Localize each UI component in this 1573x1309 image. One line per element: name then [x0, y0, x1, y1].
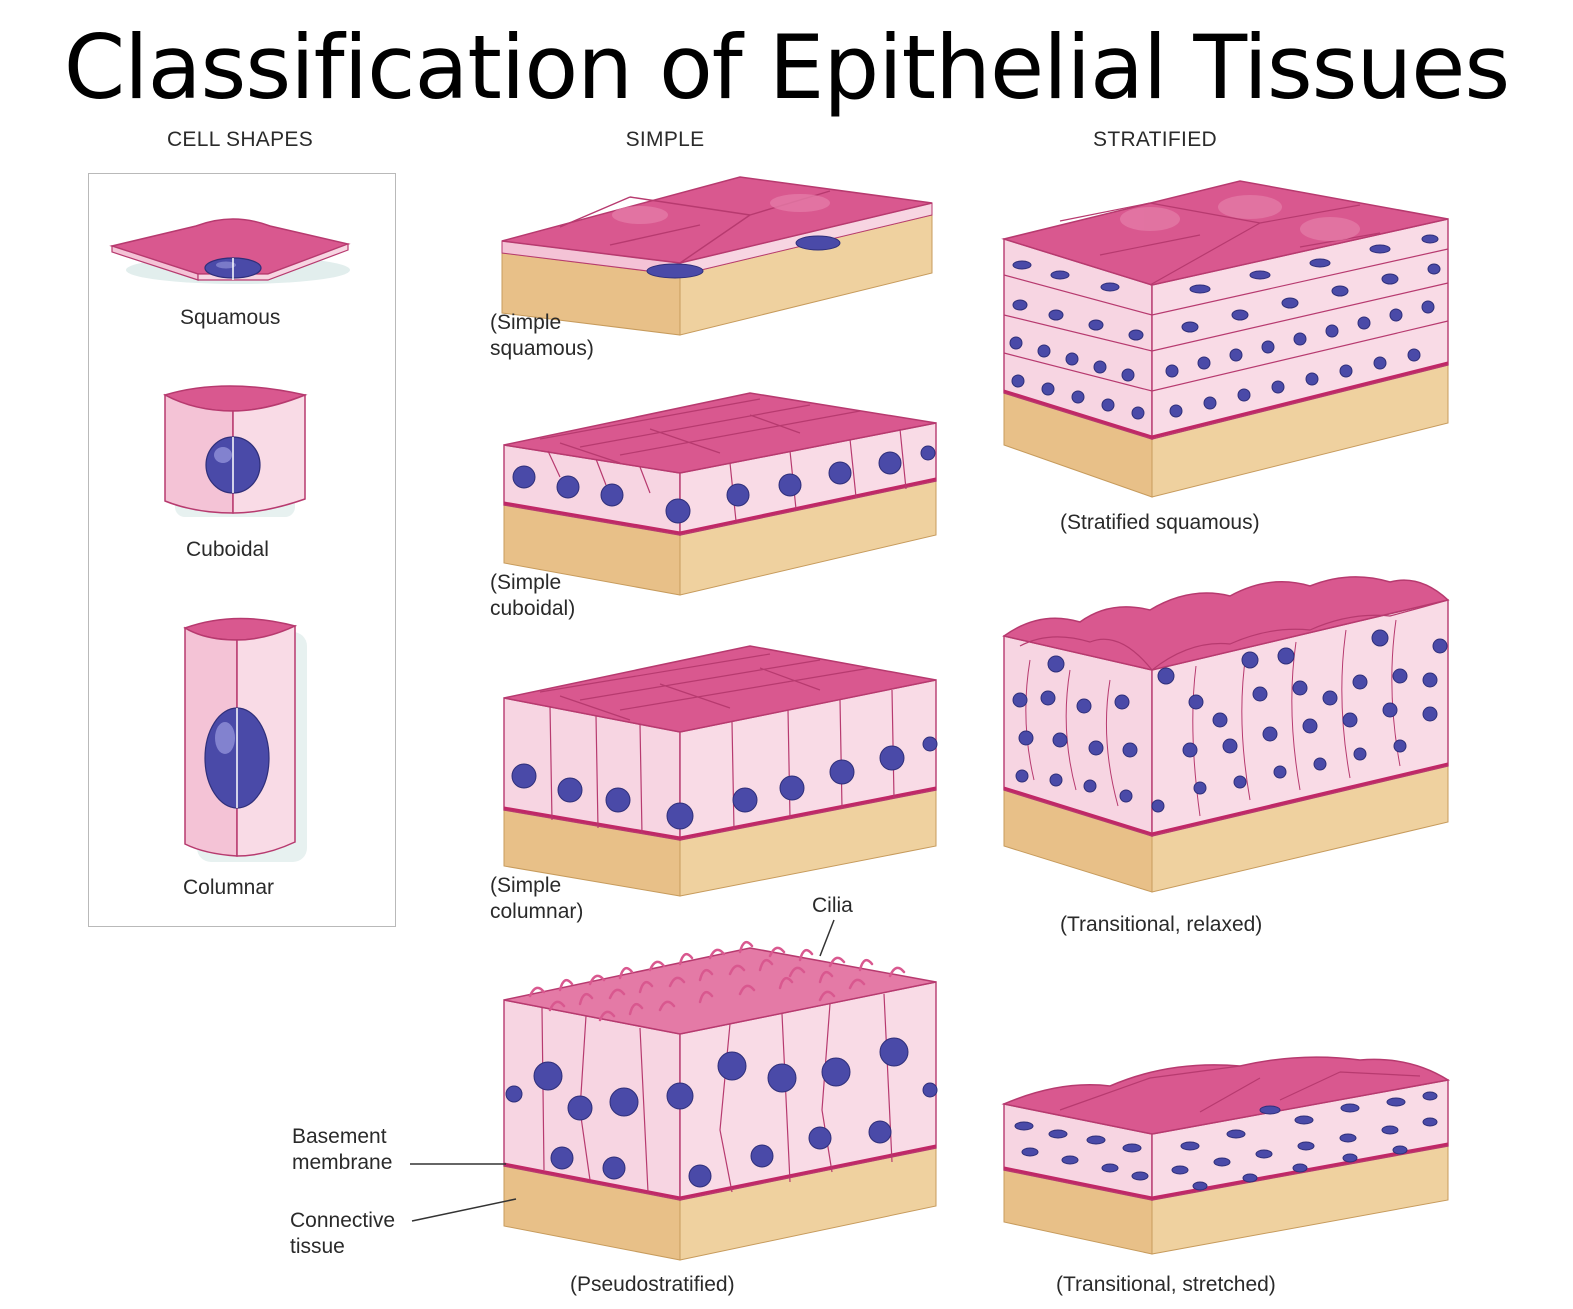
label-line: (Simple: [490, 874, 562, 897]
header-cell-shapes: CELL SHAPES: [166, 128, 314, 151]
page-title: Classification of Epithelial Tissues: [63, 16, 1511, 119]
label-squamous: Squamous: [180, 306, 281, 329]
label-stratified-squamous: (Stratified squamous): [1060, 511, 1260, 534]
label-line: Connective: [290, 1209, 396, 1232]
label-line: (Simple: [490, 571, 562, 594]
label-basement-membrane: Basement membrane: [292, 1124, 392, 1176]
label-line: cuboidal): [490, 597, 576, 620]
simple-cuboidal-illustration: [503, 392, 937, 596]
transitional-relaxed-illustration: [1002, 576, 1450, 893]
label-line: (Simple: [490, 311, 562, 334]
header-stratified: STRATIFIED: [1093, 128, 1217, 151]
basement-membrane-leader-line: [410, 1163, 506, 1165]
label-line: columnar): [490, 900, 584, 923]
label-transitional-relaxed: (Transitional, relaxed): [1060, 913, 1263, 936]
header-simple: SIMPLE: [625, 128, 705, 151]
simple-squamous-illustration: [501, 176, 933, 336]
label-columnar: Columnar: [183, 876, 275, 899]
transitional-stretched-illustration: [1001, 1056, 1451, 1255]
cuboidal-cell-illustration: [163, 385, 308, 517]
label-cuboidal: Cuboidal: [186, 538, 269, 561]
label-simple-cuboidal: (Simple cuboidal): [490, 570, 575, 622]
label-connective-tissue: Connective tissue: [290, 1208, 395, 1260]
simple-columnar-illustration: [503, 645, 938, 897]
label-line: Basement: [292, 1125, 387, 1148]
squamous-cell-illustration: [109, 218, 351, 284]
connective-tissue-leader-line: [411, 1198, 517, 1222]
label-cilia: Cilia: [812, 894, 853, 917]
pseudostratified-illustration: [503, 940, 938, 1261]
label-line: membrane: [292, 1151, 393, 1174]
cilia-leader-line: [819, 919, 835, 957]
label-line: squamous): [490, 337, 594, 360]
label-transitional-stretched: (Transitional, stretched): [1056, 1273, 1276, 1296]
label-simple-columnar: (Simple columnar): [490, 873, 583, 925]
label-line: tissue: [290, 1235, 345, 1258]
stratified-squamous-illustration: [1001, 180, 1449, 498]
label-simple-squamous: (Simple squamous): [490, 310, 594, 362]
columnar-cell-illustration: [183, 617, 307, 862]
label-pseudostratified: (Pseudostratified): [570, 1273, 735, 1296]
